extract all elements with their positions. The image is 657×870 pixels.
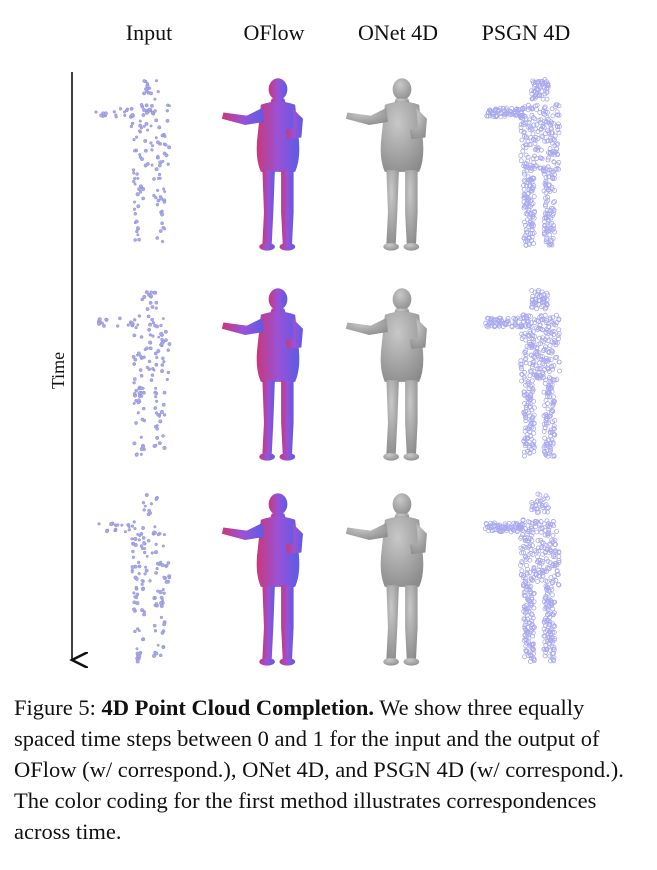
time-step-row	[97, 287, 562, 461]
time-step-row	[94, 77, 562, 251]
onet4d-mesh	[345, 78, 427, 251]
onet4d-mesh	[345, 288, 427, 461]
column-header-onet4d: ONet 4D	[357, 20, 439, 45]
onet4d-mesh	[345, 493, 427, 666]
oflow-mesh	[221, 288, 303, 461]
psgn4d-point-cloud	[484, 77, 562, 248]
time-step-row	[97, 491, 562, 666]
figure-caption: Figure 5: 4D Point Cloud Completion. We …	[14, 692, 624, 847]
caption-body: We show three equally spaced time steps …	[14, 695, 624, 844]
psgn4d-point-cloud	[482, 491, 562, 664]
psgn4d-point-cloud	[483, 287, 562, 459]
column-header-psgn4d: PSGN 4D	[481, 20, 571, 45]
oflow-mesh	[221, 78, 303, 251]
time-axis-label: Time	[48, 351, 69, 390]
column-header-oflow: OFlow	[243, 20, 305, 45]
input-point-cloud	[97, 493, 172, 664]
figure-number: Figure 5:	[14, 695, 96, 720]
caption-title: 4D Point Cloud Completion.	[101, 695, 375, 720]
oflow-mesh	[221, 493, 303, 666]
input-point-cloud	[97, 290, 172, 457]
column-header-input: Input	[125, 20, 173, 45]
input-point-cloud	[94, 79, 172, 244]
figure-panel	[0, 72, 562, 690]
